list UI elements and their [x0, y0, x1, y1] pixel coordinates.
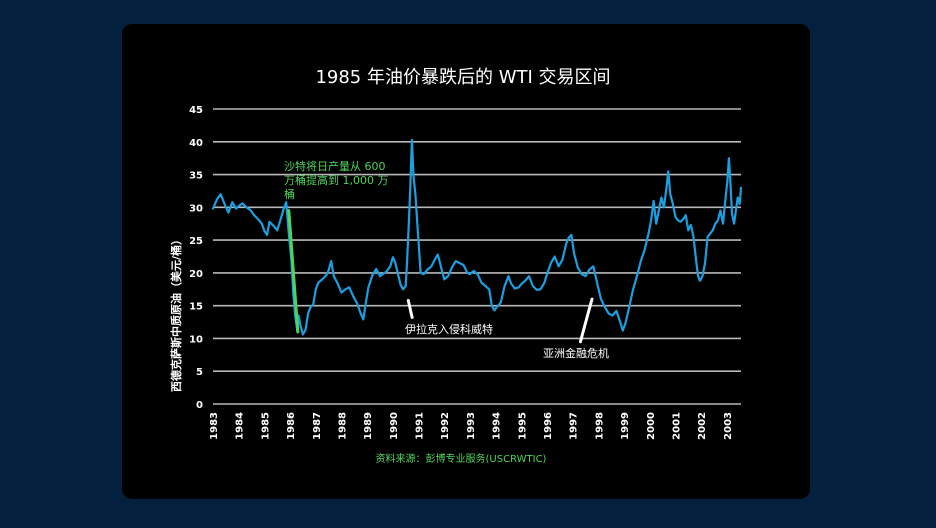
x-tick-label: 1984: [235, 412, 246, 440]
x-tick-label: 1988: [337, 412, 348, 440]
x-tick-label: 1999: [620, 412, 631, 440]
y-tick-label: 20: [189, 269, 203, 280]
x-tick-label: 1993: [466, 412, 477, 440]
x-tick-label: 1983: [209, 412, 220, 440]
x-tick-label: 1992: [440, 412, 451, 440]
chart-title: 1985 年油价暴跌后的 WTI 交易区间: [315, 67, 610, 88]
series-line-wti: [211, 138, 743, 336]
annotation-label-1: 伊拉克入侵科威特: [405, 322, 493, 336]
x-tick-label: 2002: [697, 412, 708, 440]
x-tick-labels: 1983 1984 1985 1986 1987 1988 1989 1990 1991 1992…: [209, 412, 734, 440]
annotation-pointer-1: [406, 298, 414, 319]
y-tick-label: 10: [189, 334, 203, 345]
x-tick-label: 2001: [671, 412, 682, 440]
annotation-line: 桶: [284, 187, 295, 201]
x-tick-label: 1989: [363, 412, 374, 440]
annotation-pointer-2: [578, 297, 594, 344]
source-note: 资料来源：彭博专业服务(USCRWTIC): [376, 452, 547, 465]
x-tick-label: 1994: [492, 412, 503, 440]
x-tick-label: 1987: [312, 412, 323, 440]
series-group: [211, 138, 743, 336]
annotation-pointer-0: [287, 209, 300, 334]
y-tick-label: 5: [196, 367, 203, 378]
y-tick-label: 30: [189, 203, 203, 214]
annotation-line: 亚洲金融危机: [543, 346, 609, 360]
y-tick-label: 40: [189, 138, 203, 149]
annotation-line: 伊拉克入侵科威特: [405, 322, 493, 336]
annotation-line: 沙特将日产量从 600: [284, 159, 386, 173]
annotation-line: 万桶提高到 1,000 万: [284, 173, 388, 187]
x-tick-label: 1997: [569, 412, 580, 440]
y-axis-label: 西德克萨斯中质原油（美元/桶）: [169, 234, 183, 392]
y-tick-label: 15: [189, 302, 203, 313]
x-tick-label: 1995: [517, 412, 528, 440]
y-tick-label: 25: [189, 236, 203, 247]
annotation-label-2: 亚洲金融危机: [543, 346, 609, 360]
y-tick-label: 45: [189, 105, 203, 116]
x-tick-label: 1996: [543, 412, 554, 440]
x-tick-label: 1991: [415, 412, 426, 440]
y-tick-labels: 0 5 10 15 20 25 30 35 40 45: [189, 105, 203, 411]
annotation-label-0: 沙特将日产量从 600 万桶提高到 1,000 万桶: [284, 159, 388, 201]
x-tick-label: 2000: [646, 412, 657, 440]
y-tick-label: 35: [189, 171, 203, 182]
x-tick-label: 2003: [723, 412, 734, 440]
x-tick-label: 1985: [260, 412, 271, 440]
x-tick-label: 1998: [594, 412, 605, 440]
y-tick-label: 0: [196, 400, 203, 411]
x-tick-label: 1990: [389, 412, 400, 440]
x-tick-label: 1986: [286, 412, 297, 440]
